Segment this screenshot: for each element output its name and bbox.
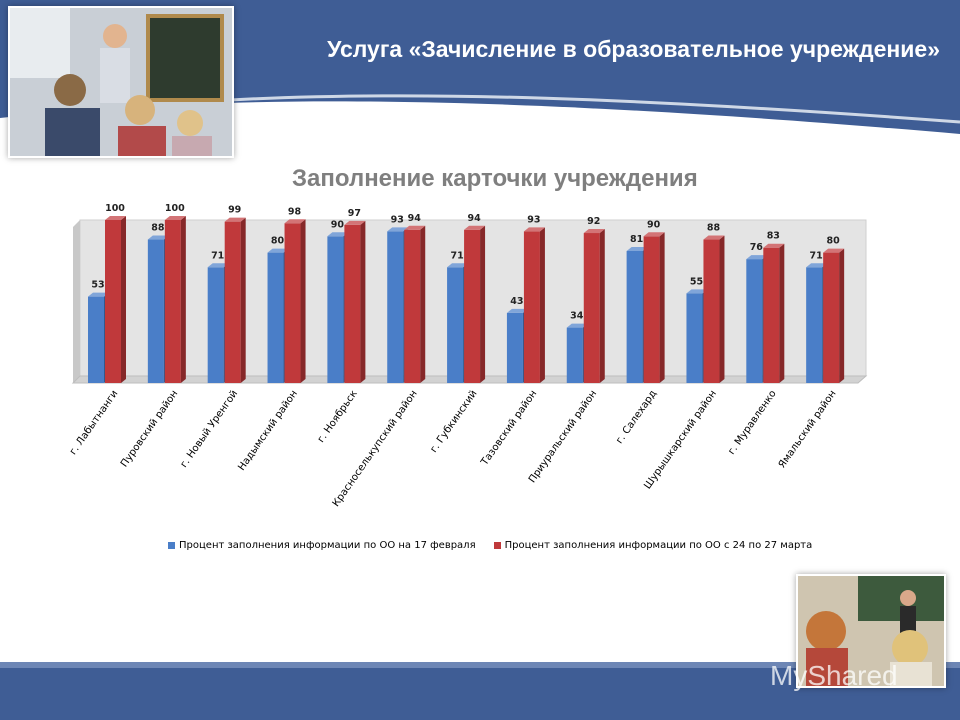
category-label: г. Лабытнанги	[68, 388, 121, 457]
data-label-s1-5: 90	[331, 219, 345, 230]
bar-s2-13	[823, 248, 845, 383]
data-label-s1-7: 71	[450, 250, 463, 261]
data-label-s2-12: 83	[767, 231, 780, 242]
bar-s2-4	[284, 219, 306, 383]
bar-s2-12	[763, 243, 785, 383]
data-label-s2-13: 80	[827, 236, 841, 247]
legend-label-series-1: Процент заполнения информации по ОО на 1…	[179, 540, 476, 551]
classroom-photo-top	[8, 6, 234, 158]
data-label-s1-6: 93	[391, 214, 404, 225]
data-label-s1-10: 81	[630, 234, 643, 245]
category-label: Тазовский район	[479, 388, 540, 468]
bar-s2-10	[643, 232, 665, 383]
legend-item-series-2: Процент заполнения информации по ОО с 24…	[493, 540, 813, 551]
bar-s2-5	[344, 220, 366, 383]
category-label: Шурышкарский район	[642, 388, 719, 491]
data-label-s1-2: 88	[151, 223, 165, 234]
data-label-s2-7: 94	[467, 213, 481, 224]
category-label: г. Муравленко	[726, 388, 778, 456]
data-label-s2-11: 88	[707, 223, 721, 234]
data-label-s2-5: 97	[348, 208, 361, 219]
data-label-s2-1: 100	[105, 203, 125, 214]
data-label-s2-8: 93	[527, 214, 540, 225]
category-label: г. Новый Уренгой	[179, 388, 241, 469]
category-label: г. Ноябрьск	[316, 388, 360, 444]
slide-title: Услуга «Зачисление в образовательное учр…	[327, 36, 940, 62]
legend-swatch-series-1	[168, 542, 175, 549]
data-label-s2-6: 94	[408, 213, 422, 224]
category-label: Ямальский район	[777, 388, 839, 470]
chart-title: Заполнение карточки учреждения	[292, 165, 698, 192]
data-label-s2-9: 92	[587, 216, 600, 227]
bar-s2-8	[523, 227, 545, 383]
data-label-s1-11: 55	[690, 276, 703, 287]
category-label: Пуровский район	[119, 388, 180, 469]
bar-s2-9	[583, 229, 605, 383]
category-label: г. Губкинский	[428, 388, 479, 454]
data-label-s1-8: 43	[510, 296, 523, 307]
data-label-s1-9: 34	[570, 311, 584, 322]
legend-swatch-series-2	[493, 542, 501, 549]
legend-label-series-2: Процент заполнения информации по ОО с 24…	[504, 540, 813, 551]
category-label: Приуральский район	[527, 388, 599, 485]
chart-side-wall	[73, 220, 80, 383]
category-label: г. Салехард	[614, 388, 659, 446]
chart-legend: Процент заполнения информации по ОО на 1…	[168, 540, 868, 551]
bar-s2-1	[105, 216, 126, 383]
bar-s2-11	[703, 235, 725, 383]
data-label-s1-4: 80	[271, 236, 285, 247]
chart-bars	[88, 216, 845, 383]
bar-s2-2	[164, 216, 186, 383]
bar-s2-6	[404, 225, 426, 383]
data-label-s1-12: 76	[750, 242, 764, 253]
category-label: Надымский район	[236, 388, 300, 472]
data-label-s2-3: 99	[228, 205, 241, 216]
data-label-s2-4: 98	[288, 206, 302, 217]
bar-s2-7	[464, 225, 486, 383]
legend-item-series-1: Процент заполнения информации по ОО на 1…	[168, 540, 476, 551]
bar-s2-3	[224, 217, 246, 383]
data-label-s1-1: 53	[91, 280, 104, 291]
data-label-s2-2: 100	[165, 203, 185, 214]
classroom-photo-bottom	[796, 574, 946, 688]
watermark-logo: MyShared	[770, 660, 898, 691]
data-label-s1-3: 71	[211, 250, 224, 261]
data-label-s1-13: 71	[810, 250, 823, 261]
data-label-s2-10: 90	[647, 219, 661, 230]
